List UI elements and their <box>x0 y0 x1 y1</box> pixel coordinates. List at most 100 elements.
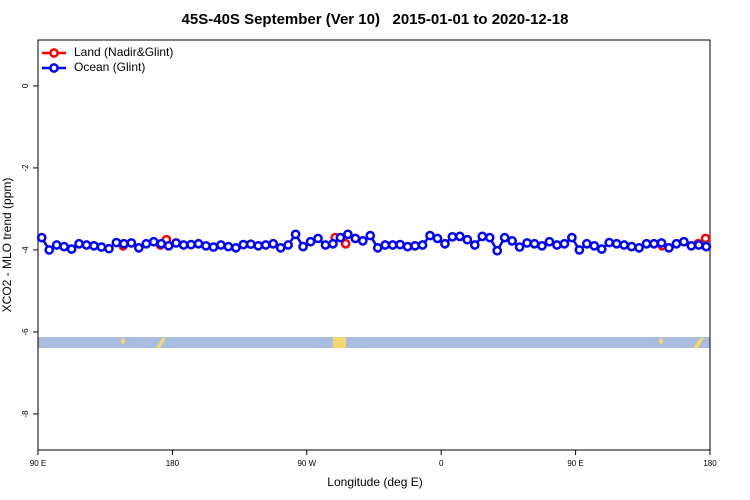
data-point <box>133 243 144 253</box>
data-point <box>671 238 682 249</box>
data-point <box>484 232 495 243</box>
data-point <box>320 240 331 250</box>
data-point <box>544 236 555 247</box>
data-point <box>522 238 532 248</box>
data-point <box>686 240 697 251</box>
data-point <box>290 229 301 240</box>
data-point <box>619 240 629 250</box>
data-point <box>275 243 286 253</box>
data-point <box>126 238 137 248</box>
data-point <box>529 238 540 249</box>
data-point <box>223 241 234 252</box>
data-point <box>507 236 517 246</box>
data-point <box>447 231 458 242</box>
data-point <box>104 243 114 254</box>
mask-band <box>38 337 710 348</box>
data-point <box>574 245 585 255</box>
legend-label: Ocean (Glint) <box>74 60 145 74</box>
data-point <box>649 238 659 249</box>
data-point <box>298 241 308 252</box>
data-point <box>537 240 547 251</box>
data-point <box>514 242 525 252</box>
data-point <box>59 241 69 252</box>
data-point <box>201 240 211 251</box>
data-point <box>208 242 219 252</box>
data-point <box>171 238 181 248</box>
data-point <box>89 240 99 251</box>
data-point <box>36 232 47 243</box>
data-point <box>148 236 159 247</box>
data-point <box>357 236 368 246</box>
data-point <box>387 240 398 250</box>
data-point <box>350 233 361 244</box>
x-tick-label: 90 E <box>30 459 46 468</box>
data-point <box>679 236 689 247</box>
data-point <box>432 233 443 244</box>
x-axis-label: Longitude (deg E) <box>327 475 422 489</box>
y-tick-label: -8 <box>21 410 30 418</box>
data-point <box>305 236 316 247</box>
data-point <box>641 238 652 249</box>
legend-label: Land (Nadir&Glint) <box>74 45 173 59</box>
data-point <box>477 231 488 242</box>
data-point <box>335 232 346 243</box>
data-point <box>193 238 204 249</box>
legend-marker <box>49 48 59 58</box>
data-point <box>410 240 420 251</box>
data-point <box>664 243 674 253</box>
data-point <box>216 240 226 250</box>
data-point <box>693 240 704 250</box>
x-tick-label: 180 <box>703 459 717 468</box>
data-point <box>656 238 667 248</box>
data-point <box>231 243 241 253</box>
data-point <box>283 240 293 250</box>
data-point <box>425 230 435 241</box>
data-point <box>559 238 570 249</box>
data-point <box>417 240 428 250</box>
data-point <box>700 233 711 244</box>
data-point <box>238 239 249 250</box>
data-point <box>492 245 503 256</box>
x-tick-label: 90 E <box>567 459 583 468</box>
data-point <box>626 241 637 252</box>
data-point <box>260 240 271 250</box>
data-point <box>380 240 391 250</box>
data-point <box>51 240 62 250</box>
data-point <box>343 229 353 240</box>
data-point <box>163 240 174 251</box>
data-point <box>402 241 413 252</box>
data-point <box>268 238 279 249</box>
data-point <box>440 238 450 249</box>
data-point <box>313 233 323 244</box>
data-point <box>469 240 480 250</box>
data-point <box>156 238 167 249</box>
data-point <box>596 244 607 254</box>
data-point <box>96 242 107 252</box>
data-point <box>328 238 338 249</box>
data-point <box>634 243 644 253</box>
mask-blob <box>659 338 663 344</box>
data-point <box>611 238 622 249</box>
data-point <box>66 244 77 254</box>
data-point <box>701 241 712 252</box>
data-point <box>589 240 600 251</box>
data-point <box>141 238 152 249</box>
data-point <box>81 240 92 250</box>
data-point <box>365 230 376 241</box>
y-tick-label: -6 <box>21 328 30 336</box>
data-point <box>253 240 264 251</box>
data-point <box>567 232 577 243</box>
data-point <box>245 239 256 250</box>
data-point <box>395 239 405 250</box>
data-point <box>178 240 189 250</box>
mask-blob <box>693 338 704 348</box>
data-point <box>74 238 84 249</box>
mask-blob <box>156 338 166 348</box>
data-point <box>340 238 351 249</box>
y-tick-label: -2 <box>21 164 30 172</box>
data-point <box>186 239 196 250</box>
data-point <box>604 237 615 248</box>
land-mask-strip <box>38 337 710 348</box>
y-tick-label: 0 <box>21 83 30 88</box>
mask-blob <box>121 338 125 344</box>
